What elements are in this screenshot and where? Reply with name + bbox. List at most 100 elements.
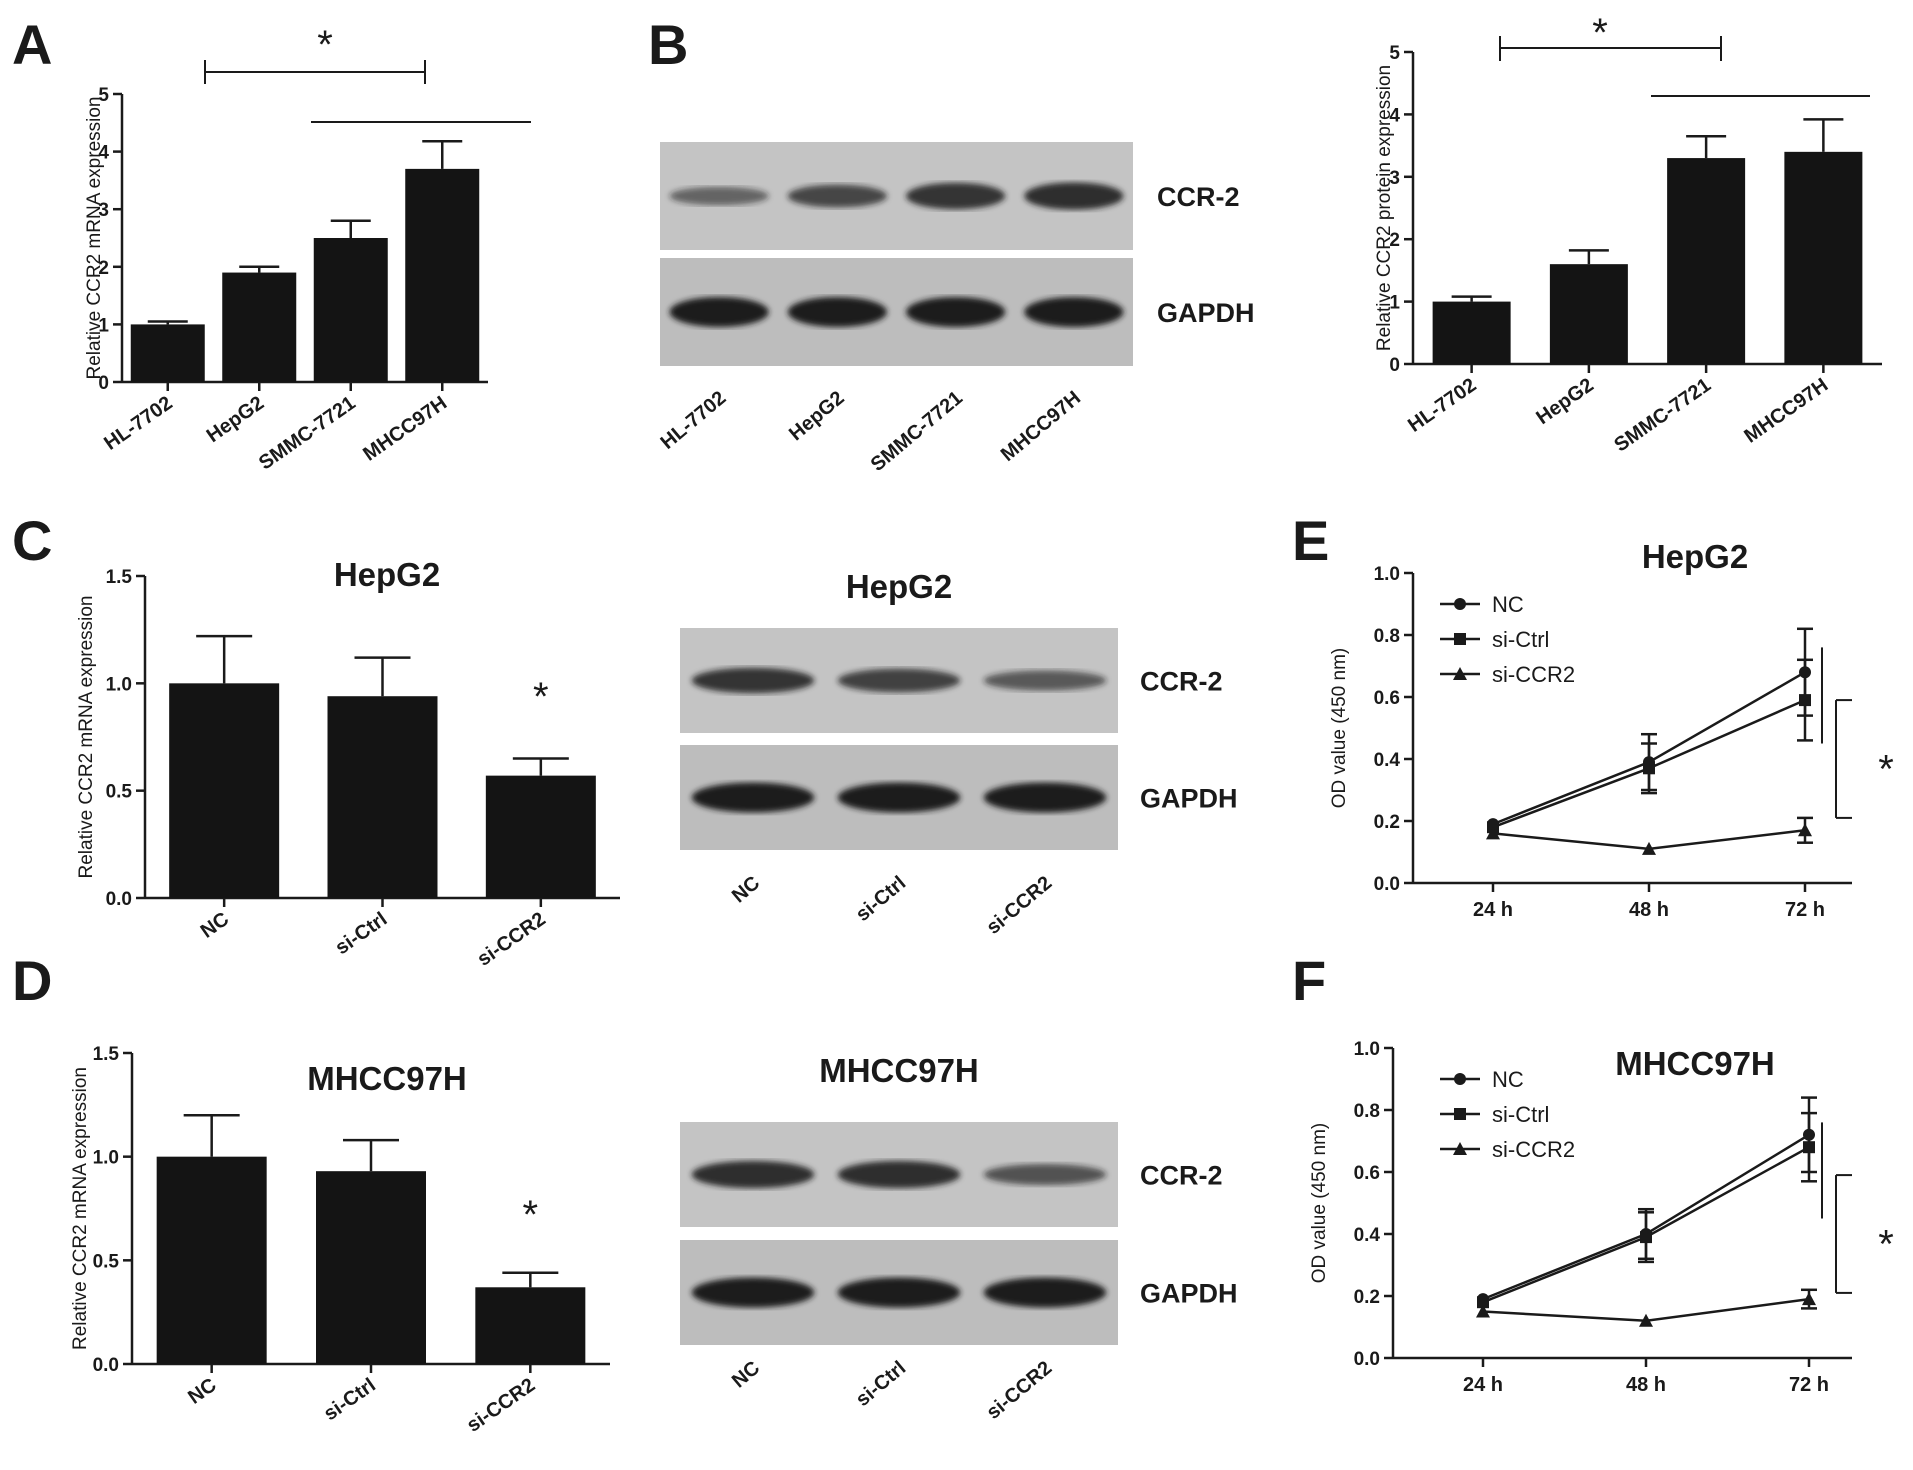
chart-f-legend-marker: [1454, 1073, 1466, 1085]
chart-a-y-tick-label: 3: [98, 200, 109, 221]
chart-d-y-tick-label: 0.0: [93, 1355, 119, 1376]
chart-e-legend-label: NC: [1492, 592, 1524, 617]
chart-f-legend-label: si-Ctrl: [1492, 1102, 1549, 1127]
b-blot-lane-label: SMMC-7721: [867, 387, 967, 476]
chart-a-bar: [405, 168, 480, 382]
chart-e-legend-label: si-CCR2: [1492, 662, 1575, 687]
chart-d-y-tick-label: 0.5: [93, 1251, 120, 1272]
chart-c-y-tick-label: 0.5: [106, 782, 133, 803]
chart-a-x-tick-label: HL-7702: [100, 392, 176, 455]
chart-b-quant-x-tick-label: MHCC97H: [1740, 374, 1832, 447]
chart-c-y-tick-label: 1.0: [106, 674, 132, 695]
c-blot-band: [837, 668, 961, 693]
chart-f-y-axis-label: OD value (450 nm): [1309, 1123, 1330, 1284]
d-blot-band: [691, 1160, 815, 1189]
western-blot-d: CCR-2 GAPDH NC si-Ctrl si-CCR2 MHCC97H: [680, 1052, 1238, 1424]
c-blot-lane-label: NC: [728, 872, 764, 907]
chart-d-x-tick-label: NC: [184, 1374, 220, 1409]
chart-a-y-tick-label: 5: [98, 85, 109, 106]
b-blot-row-label: CCR-2: [1157, 182, 1240, 212]
chart-f-title: MHCC97H: [1615, 1045, 1775, 1082]
panel-label-b: B: [648, 13, 688, 76]
chart-e-data-point: [1643, 762, 1655, 775]
panel-label-d: D: [12, 949, 52, 1012]
chart-f-legend-label: si-CCR2: [1492, 1137, 1575, 1162]
chart-d-y-tick-label: 1.5: [93, 1044, 120, 1065]
chart-f-y-tick-label: 1.0: [1354, 1039, 1380, 1060]
chart-d-x-tick-label: si-Ctrl: [320, 1374, 380, 1425]
chart-a-x-tick-label: HepG2: [203, 392, 268, 447]
chart-e-x-tick-label: 48 h: [1629, 899, 1669, 921]
chart-d-y-axis-label: Relative CCR2 mRNA expression: [70, 1067, 91, 1350]
d-blot-row-label: GAPDH: [1140, 1279, 1238, 1309]
d-blot-band: [837, 1160, 961, 1189]
chart-c-x-tick-label: si-Ctrl: [331, 908, 391, 959]
b-blot-band: [905, 182, 1006, 210]
c-blot-band: [691, 782, 815, 813]
chart-e-data-point: [1798, 823, 1812, 837]
chart-b-quant-x-tick-label: SMMC-7721: [1610, 374, 1715, 456]
d-blot-band: [691, 1277, 815, 1308]
chart-d-y-tick-label: 1.0: [93, 1148, 119, 1169]
chart-e-y-tick-label: 0.8: [1374, 626, 1400, 647]
chart-f-y-tick-label: 0.6: [1354, 1163, 1380, 1184]
d-blot-band: [983, 1277, 1107, 1308]
c-blot-band: [983, 782, 1107, 813]
chart-a-bar: [130, 324, 205, 382]
c-blot-lane-label: si-CCR2: [982, 872, 1056, 939]
b-blot-lane-label: HepG2: [785, 387, 849, 445]
chart-e-x-tick-label: 72 h: [1785, 899, 1825, 921]
b-blot-row-label: GAPDH: [1157, 298, 1255, 328]
c-blot-row-label: CCR-2: [1140, 667, 1223, 697]
b-blot-band: [787, 297, 888, 327]
chart-b-quant-bar: [1784, 151, 1863, 364]
chart-b-quant-bar: [1667, 158, 1746, 364]
d-blot-band: [983, 1164, 1107, 1185]
chart-c-title: HepG2: [334, 556, 440, 593]
chart-f-legend-label: NC: [1492, 1067, 1524, 1092]
chart-f-x-tick-label: 24 h: [1463, 1374, 1503, 1396]
chart-e-legend-marker: [1454, 598, 1466, 610]
chart-e-y-tick-label: 0.4: [1374, 750, 1401, 771]
c-blot-band: [691, 667, 815, 694]
chart-c-y-axis-label: Relative CCR2 mRNA expression: [76, 596, 97, 879]
chart-c-significance-star: *: [533, 675, 549, 719]
b-blot-lane-label: HL-7702: [657, 387, 731, 454]
chart-d-bar: [316, 1171, 426, 1364]
chart-c-bar: [327, 696, 438, 898]
chart-e-legend-marker: [1454, 633, 1466, 645]
d-blot-title: MHCC97H: [819, 1052, 979, 1089]
chart-a-x-tick-label: SMMC-7721: [255, 392, 360, 474]
chart-e-x-tick-label: 24 h: [1473, 899, 1513, 921]
chart-d-significance-star: *: [523, 1193, 539, 1237]
d-blot-lane-label: si-CCR2: [982, 1357, 1056, 1424]
chart-b-quant-y-tick-label: 0: [1389, 355, 1400, 376]
chart-e-hepg2-proliferation: 0.0 0.2 0.4 0.6 0.8 1.0 OD value (450 nm) 24 h 4…: [1329, 538, 1894, 921]
chart-e-y-tick-label: 0.6: [1374, 688, 1400, 709]
chart-a-y-tick-label: 0: [98, 373, 109, 394]
chart-c-y-tick-label: 1.5: [106, 567, 133, 588]
chart-f-y-tick-label: 0.4: [1354, 1225, 1381, 1246]
b-blot-band: [787, 184, 888, 208]
panel-label-f: F: [1292, 949, 1326, 1012]
b-blot-band: [669, 297, 769, 327]
chart-a-y-axis-label: Relative CCR2 mRNA expression: [84, 97, 105, 380]
chart-f-y-tick-label: 0.2: [1354, 1287, 1380, 1308]
chart-f-mhcc97h-proliferation: 0.0 0.2 0.4 0.6 0.8 1.0 OD value (450 nm) 24 h 4…: [1309, 1039, 1894, 1396]
chart-e-y-tick-label: 0.0: [1374, 874, 1400, 895]
chart-a-bar: [222, 272, 297, 382]
chart-f-data-point: [1639, 1313, 1653, 1327]
chart-b-quant-bar: [1549, 264, 1628, 364]
chart-b-quant-y-tick-label: 3: [1389, 168, 1400, 189]
chart-f-x-tick-label: 72 h: [1789, 1374, 1829, 1396]
chart-d-bar: [475, 1287, 586, 1364]
chart-f-x-tick-label: 48 h: [1626, 1374, 1666, 1396]
c-blot-row-label: GAPDH: [1140, 784, 1238, 814]
chart-e-data-point: [1486, 826, 1500, 840]
c-blot-lane-label: si-Ctrl: [852, 872, 910, 926]
chart-f-data-point: [1476, 1304, 1490, 1318]
chart-a-y-tick-label: 1: [98, 315, 109, 336]
